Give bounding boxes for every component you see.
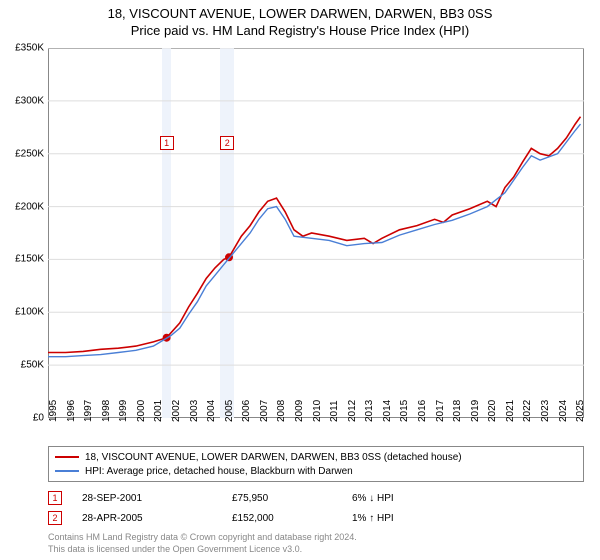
y-tick-label: £250K xyxy=(15,148,44,159)
sale-num-1: 1 xyxy=(48,491,62,505)
legend-area: 18, VISCOUNT AVENUE, LOWER DARWEN, DARWE… xyxy=(48,446,584,555)
sale-price-2: £152,000 xyxy=(232,513,352,524)
x-tick-label: 2012 xyxy=(347,400,358,422)
y-tick-label: £350K xyxy=(15,43,44,54)
x-tick-label: 1998 xyxy=(101,400,112,422)
x-tick-label: 2001 xyxy=(153,400,164,422)
x-tick-label: 2009 xyxy=(294,400,305,422)
title-block: 18, VISCOUNT AVENUE, LOWER DARWEN, DARWE… xyxy=(0,0,600,38)
footer: Contains HM Land Registry data © Crown c… xyxy=(48,532,584,555)
x-tick-label: 2016 xyxy=(417,400,428,422)
x-tick-label: 2018 xyxy=(452,400,463,422)
x-tick-label: 1995 xyxy=(48,400,59,422)
legend-label-1: 18, VISCOUNT AVENUE, LOWER DARWEN, DARWE… xyxy=(85,452,462,463)
sale-date-2: 28-APR-2005 xyxy=(82,513,232,524)
sale-row-1: 1 28-SEP-2001 £75,950 6% ↓ HPI xyxy=(48,488,584,508)
y-tick-label: £50K xyxy=(21,360,44,371)
x-tick-label: 2005 xyxy=(224,400,235,422)
x-tick-label: 2023 xyxy=(540,400,551,422)
x-tick-label: 2021 xyxy=(505,400,516,422)
x-tick-label: 2015 xyxy=(399,400,410,422)
x-tick-label: 2024 xyxy=(558,400,569,422)
legend-label-2: HPI: Average price, detached house, Blac… xyxy=(85,466,353,477)
sale-price-1: £75,950 xyxy=(232,493,352,504)
sale-pct-1: 6% ↓ HPI xyxy=(352,493,472,504)
x-tick-label: 2019 xyxy=(470,400,481,422)
x-tick-label: 2017 xyxy=(435,400,446,422)
footer-line1: Contains HM Land Registry data © Crown c… xyxy=(48,532,584,544)
y-tick-label: £100K xyxy=(15,307,44,318)
y-tick-label: £150K xyxy=(15,254,44,265)
y-tick-label: £200K xyxy=(15,201,44,212)
y-tick-label: £300K xyxy=(15,95,44,106)
x-tick-label: 2007 xyxy=(259,400,270,422)
x-tick-label: 2011 xyxy=(329,400,340,422)
x-tick-label: 2020 xyxy=(487,400,498,422)
x-tick-label: 2014 xyxy=(382,400,393,422)
x-tick-label: 2025 xyxy=(575,400,586,422)
x-tick-label: 2004 xyxy=(206,400,217,422)
title-subtitle: Price paid vs. HM Land Registry's House … xyxy=(0,23,600,38)
legend-box: 18, VISCOUNT AVENUE, LOWER DARWEN, DARWE… xyxy=(48,446,584,482)
x-tick-label: 2002 xyxy=(171,400,182,422)
x-tick-label: 2006 xyxy=(241,400,252,422)
sale-row-2: 2 28-APR-2005 £152,000 1% ↑ HPI xyxy=(48,508,584,528)
legend-item-1: 18, VISCOUNT AVENUE, LOWER DARWEN, DARWE… xyxy=(55,450,577,464)
x-tick-label: 1999 xyxy=(118,400,129,422)
legend-swatch-2 xyxy=(55,470,79,472)
sale-num-2: 2 xyxy=(48,511,62,525)
footer-line2: This data is licensed under the Open Gov… xyxy=(48,544,584,556)
x-tick-label: 2003 xyxy=(189,400,200,422)
sale-date-1: 28-SEP-2001 xyxy=(82,493,232,504)
x-tick-label: 2013 xyxy=(364,400,375,422)
x-tick-label: 2000 xyxy=(136,400,147,422)
legend-swatch-1 xyxy=(55,456,79,458)
chart-container: 18, VISCOUNT AVENUE, LOWER DARWEN, DARWE… xyxy=(0,0,600,560)
sale-pct-2: 1% ↑ HPI xyxy=(352,513,472,524)
x-tick-label: 1996 xyxy=(66,400,77,422)
title-address: 18, VISCOUNT AVENUE, LOWER DARWEN, DARWE… xyxy=(0,6,600,21)
chart-area: 12 £0£50K£100K£150K£200K£250K£300K£350K … xyxy=(48,48,584,418)
x-tick-label: 2010 xyxy=(312,400,323,422)
x-tick-label: 2008 xyxy=(276,400,287,422)
x-tick-label: 2022 xyxy=(522,400,533,422)
chart-lines xyxy=(48,48,584,418)
sales-rows: 1 28-SEP-2001 £75,950 6% ↓ HPI 2 28-APR-… xyxy=(48,488,584,528)
y-tick-label: £0 xyxy=(33,413,44,424)
legend-item-2: HPI: Average price, detached house, Blac… xyxy=(55,464,577,478)
x-tick-label: 1997 xyxy=(83,400,94,422)
